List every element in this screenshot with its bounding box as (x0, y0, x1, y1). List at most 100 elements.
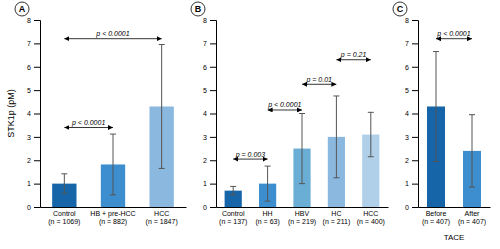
y-tick-label: 2 (27, 157, 31, 164)
error-bar-cap (265, 201, 271, 202)
y-tick-label: 0 (27, 204, 31, 211)
y-tick-label: 2 (203, 157, 207, 164)
x-tick-label-line: HC (331, 210, 341, 217)
chart-container: 012345678Control(n = 1069)HB + pre-HCC(n… (0, 0, 500, 249)
y-tick-mark (210, 67, 216, 68)
y-tick-label: 8 (27, 17, 31, 24)
panel-label-text: A (19, 4, 26, 14)
y-axis: 012345678 (203, 17, 216, 211)
annotation-text: p < 0.0001 (71, 119, 105, 127)
y-tick: 4 (203, 110, 216, 117)
y-tick-label: 5 (27, 87, 31, 94)
panel-label: A (15, 2, 29, 16)
error-bar (469, 115, 475, 187)
y-tick-label: 5 (203, 87, 207, 94)
x-tick-label-line: (n = 137) (219, 218, 247, 226)
x-tick: After(n = 407) (458, 210, 486, 226)
error-bar (61, 174, 67, 194)
error-bar-stem (472, 115, 473, 187)
bracket (336, 59, 370, 60)
y-tick: 3 (203, 134, 216, 141)
y-axis-line (210, 21, 217, 208)
error-bar (110, 134, 116, 195)
x-tick-label-line: (n = 211) (323, 218, 351, 226)
error-bar-cap (469, 187, 475, 188)
y-tick-mark (412, 114, 418, 115)
y-tick-label: 8 (405, 17, 409, 24)
y-tick: 6 (203, 63, 216, 70)
y-axis-line (412, 21, 419, 208)
y-axis: 012345678 (405, 17, 418, 211)
y-tick-mark (34, 90, 40, 91)
annotation-text: p < 0.0001 (436, 30, 470, 38)
y-tick-mark (34, 184, 40, 185)
y-tick: 1 (405, 180, 418, 187)
error-bar-cap (433, 51, 439, 52)
x-axis-line (41, 207, 187, 208)
error-bar (230, 186, 236, 194)
y-tick: 0 (27, 204, 40, 211)
x-tick-label-line: (n = 407) (458, 218, 486, 226)
y-tick-label: 1 (27, 180, 31, 187)
y-tick-label: 6 (27, 63, 31, 70)
y-tick: 3 (405, 134, 418, 141)
error-bar-cap (230, 186, 236, 187)
error-bar-stem (161, 45, 162, 169)
error-bar-stem (113, 134, 114, 195)
panel: 012345678Control(n = 137)HH(n = 63)HBV(n… (191, 2, 389, 226)
x-tick: Control(n = 137) (219, 210, 247, 226)
x-tick-label-line: Before (426, 210, 447, 217)
error-bar-cap (368, 112, 374, 113)
panel-label-text: B (195, 4, 202, 14)
error-bar (433, 52, 439, 162)
y-tick: 4 (27, 110, 40, 117)
y-tick: 5 (203, 87, 216, 94)
y-tick: 0 (405, 204, 418, 211)
y-tick-label: 0 (405, 204, 409, 211)
x-tick-label: HCC(n = 1847) (146, 210, 178, 226)
x-axis: Control(n = 137) HH(n = 63) HBV(n = 219) HC… (217, 208, 389, 227)
y-tick: 1 (203, 180, 216, 187)
y-tick-mark (210, 207, 216, 208)
bracket (268, 109, 302, 110)
x-axis-title: TACE (444, 233, 465, 242)
y-tick-label: 4 (203, 110, 207, 117)
y-tick: 5 (405, 87, 418, 94)
x-tick: Before(n = 407) (422, 210, 450, 226)
y-tick-label: 1 (405, 180, 409, 187)
annotations: p < 0.0001p < 0.0001 (64, 30, 161, 127)
plot-area (52, 45, 174, 207)
x-tick: HH(n = 63) (255, 210, 279, 226)
y-tick-label: 3 (203, 134, 207, 141)
y-tick-mark (34, 160, 40, 161)
error-bar-cap (110, 134, 116, 135)
y-tick-mark (412, 20, 418, 21)
annotation-text: p = 0.003 (235, 151, 265, 159)
x-tick-label-line: (n = 1847) (146, 218, 178, 226)
y-tick-label: 0 (203, 204, 207, 211)
x-tick-label: After(n = 407) (458, 210, 486, 226)
error-bar-cap (159, 44, 165, 45)
x-tick: Control(n = 1069) (48, 210, 80, 226)
error-bar (368, 112, 374, 156)
y-tick-label: 7 (27, 40, 31, 47)
x-tick-label-line: (n = 400) (357, 218, 385, 226)
error-bar-cap (299, 183, 305, 184)
y-tick-label: 2 (405, 157, 409, 164)
y-tick-mark (34, 43, 40, 44)
y-tick-mark (34, 67, 40, 68)
x-axis-line (419, 207, 491, 208)
y-tick: 5 (27, 87, 40, 94)
y-tick-label: 7 (203, 40, 207, 47)
y-tick: 6 (405, 63, 418, 70)
y-axis-title: STK1p (pM) (6, 89, 16, 138)
y-tick-label: 4 (405, 110, 409, 117)
y-tick-label: 3 (405, 134, 409, 141)
y-axis: 0 1 2 3 4 5 6 7 8 (27, 17, 40, 211)
y-tick-label: 6 (405, 63, 409, 70)
y-axis-line (34, 21, 41, 208)
x-tick-label-line: After (465, 210, 480, 217)
x-tick-label: HBV(n = 219) (288, 210, 316, 226)
x-tick-label-line: HCC (154, 210, 169, 217)
y-tick-label: 3 (27, 134, 31, 141)
